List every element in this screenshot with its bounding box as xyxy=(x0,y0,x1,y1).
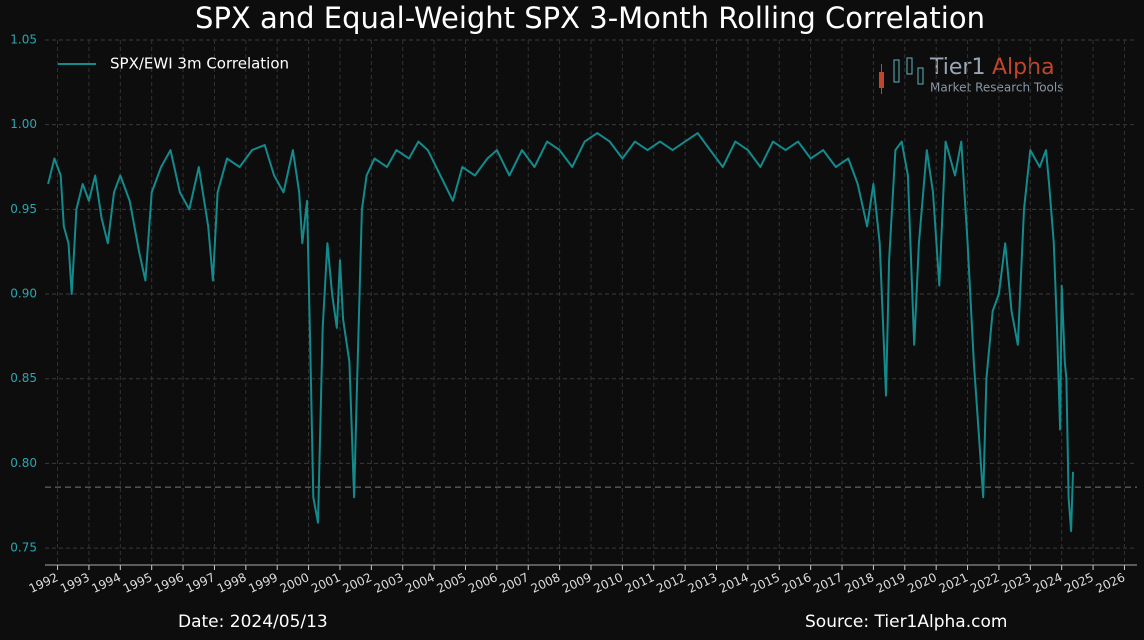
y-tick-label: 0.85 xyxy=(10,371,37,385)
y-tick-label: 0.90 xyxy=(10,287,37,301)
logo-candle xyxy=(906,57,913,75)
chart-title: SPX and Equal-Weight SPX 3-Month Rolling… xyxy=(195,1,985,35)
y-tick-label: 1.00 xyxy=(10,117,37,131)
y-tick-label: 1.05 xyxy=(10,33,37,47)
logo-tagline: Market Research Tools xyxy=(930,81,1063,95)
legend-label: SPX/EWI 3m Correlation xyxy=(110,55,289,73)
logo-accent: Alpha xyxy=(992,55,1055,80)
y-tick-label: 0.75 xyxy=(10,541,37,555)
y-tick-label: 0.95 xyxy=(10,202,37,216)
series-line xyxy=(47,132,1074,533)
logo: Tier1 Alpha Market Research Tools xyxy=(879,55,1063,95)
logo-candle xyxy=(893,59,900,83)
logo-candle xyxy=(917,67,924,85)
logo-name: Tier1 xyxy=(929,55,985,80)
footer-date: Date: 2024/05/13 xyxy=(178,612,328,632)
y-tick-label: 0.80 xyxy=(10,456,37,470)
footer-source: Source: Tier1Alpha.com xyxy=(805,612,1007,632)
